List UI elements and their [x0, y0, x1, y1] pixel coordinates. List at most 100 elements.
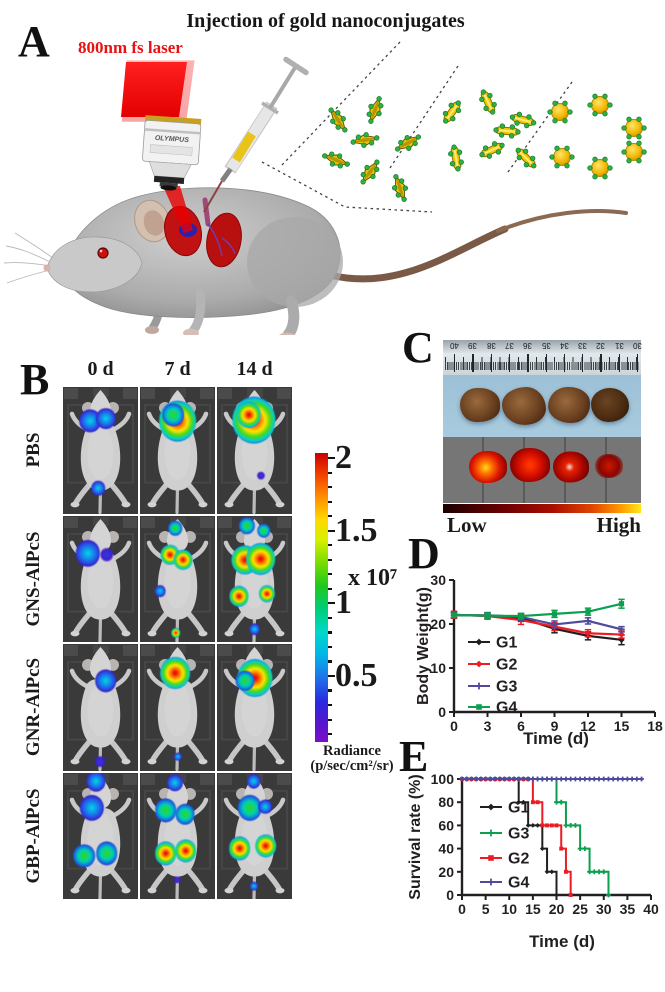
x-axis-label: Time (d): [523, 729, 589, 748]
mouse-image-cell: [140, 644, 215, 771]
legend-label-G1: G1: [496, 635, 517, 652]
marker-plus: [587, 776, 592, 782]
marker-plus: [563, 823, 569, 828]
mouse-photo: [217, 772, 292, 899]
marker-plus: [516, 776, 522, 782]
ruler-number: 32: [596, 341, 606, 350]
marker-plus: [554, 799, 559, 805]
marker-plus: [525, 776, 531, 782]
colorbar-minor-tick: [328, 544, 332, 547]
marker-diamond: [618, 631, 625, 638]
marker-plus: [558, 776, 564, 782]
syringe-liquid: [232, 131, 256, 163]
y-tick-label: 100: [431, 771, 455, 787]
marker-plus: [601, 869, 607, 875]
ruler-number: 36: [523, 341, 533, 350]
marker-square: [451, 612, 457, 618]
x-tick-label: 12: [580, 718, 596, 734]
marker-plus: [464, 776, 470, 782]
panel-d-label: D: [408, 529, 440, 578]
y-tick-label: 0: [446, 887, 454, 903]
ruler-number: 30: [633, 341, 642, 350]
marker-plus: [558, 799, 564, 805]
legend-label-G3: G3: [496, 679, 517, 696]
mouse-haunch: [247, 217, 343, 307]
ruler-number: 40: [450, 341, 459, 350]
fluorescent-lung-signal: [469, 451, 507, 483]
luminescence-spot: [95, 841, 118, 866]
y-tick-label: 20: [430, 616, 446, 632]
colorbar-tick-label: 1: [335, 584, 352, 622]
row-label-GNS-AlPcS: GNS-AlPcS: [23, 531, 44, 627]
mouse-front-leg: [188, 288, 206, 335]
marker-plus: [478, 776, 484, 782]
luminescence-spot: [237, 794, 263, 822]
marker-plus: [615, 776, 621, 782]
x-tick-label: 0: [450, 718, 458, 734]
colorbar-major-tick: [328, 674, 335, 678]
marker-square: [549, 823, 554, 828]
nanorod-group: [438, 86, 541, 173]
marker-square: [551, 611, 558, 617]
laser-focus-cone: [163, 186, 193, 233]
marker-diamond: [525, 823, 531, 828]
panel-b-label: B: [20, 355, 50, 404]
luminescence-spot: [154, 798, 177, 823]
microscope-objective: OLYMPUS: [142, 115, 202, 191]
marker-diamond: [475, 638, 483, 646]
marker-plus: [596, 776, 602, 782]
excised-lungs-photo: 40 39 38 37 36 35 34 33 32 31 30: [443, 340, 642, 503]
column-header-0d: 0 d: [87, 358, 114, 380]
fluorescent-lung-signal: [510, 448, 550, 482]
mouse-image-cell: [63, 515, 138, 642]
x-tick-label: 25: [572, 901, 588, 917]
marker-plus: [606, 892, 611, 898]
colorbar-tick-label: 1.5: [335, 511, 378, 549]
luminescence-spot: [94, 755, 106, 768]
marker-square: [568, 893, 573, 897]
marker-square: [484, 613, 491, 619]
marker-plus: [606, 776, 611, 782]
marker-plus: [591, 869, 597, 875]
series-line: [453, 602, 622, 618]
marker-plus: [554, 776, 559, 782]
mouse-photo: [63, 515, 138, 642]
marker-plus: [487, 776, 493, 782]
ruler-major-tick: [545, 354, 547, 372]
marker-square: [540, 823, 545, 828]
marker-diamond: [584, 630, 592, 637]
marker-diamond: [554, 892, 559, 898]
marker-plus: [587, 869, 592, 875]
x-tick-label: 0: [458, 901, 466, 917]
marker-plus: [551, 621, 558, 628]
x-tick-label: 18: [647, 718, 663, 734]
luminescence-spot: [254, 834, 277, 858]
mouse-image-cell: [217, 772, 292, 899]
luminescence-spot: [249, 623, 260, 636]
y-tick-label: 0: [438, 704, 446, 720]
y-tick-label: 80: [438, 794, 454, 810]
mouse-image-cell: [63, 387, 138, 514]
row-label-PBS: PBS: [23, 432, 44, 468]
luminescence-spot: [162, 403, 184, 427]
mouse-tail: [326, 225, 509, 283]
marker-square: [618, 601, 625, 607]
marker-plus: [591, 776, 597, 782]
marker-plus: [506, 776, 512, 782]
colorbar-minor-tick: [328, 515, 332, 518]
marker-plus: [618, 626, 625, 633]
marker-plus: [624, 776, 630, 782]
laser-label: 800nm fs laser: [78, 38, 183, 57]
x-tick-label: 10: [501, 901, 517, 917]
luminescence-spot: [99, 547, 114, 562]
colorbar-major-tick: [328, 602, 335, 605]
x-tick-label: 15: [525, 901, 541, 917]
luminescence-spot: [95, 407, 116, 430]
panel-c-label: C: [402, 323, 434, 372]
luminescence-spot: [173, 876, 181, 884]
legend-label-G2: G2: [496, 657, 517, 674]
mouse-image-cell: [140, 772, 215, 899]
colorbar-minor-tick: [328, 631, 332, 634]
